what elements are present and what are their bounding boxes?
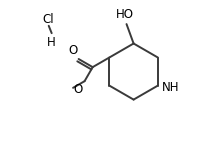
Text: NH: NH xyxy=(162,81,179,94)
Text: O: O xyxy=(68,44,77,57)
Text: Cl: Cl xyxy=(43,13,54,26)
Text: O: O xyxy=(74,83,83,96)
Text: HO: HO xyxy=(116,8,134,21)
Text: H: H xyxy=(47,36,56,49)
